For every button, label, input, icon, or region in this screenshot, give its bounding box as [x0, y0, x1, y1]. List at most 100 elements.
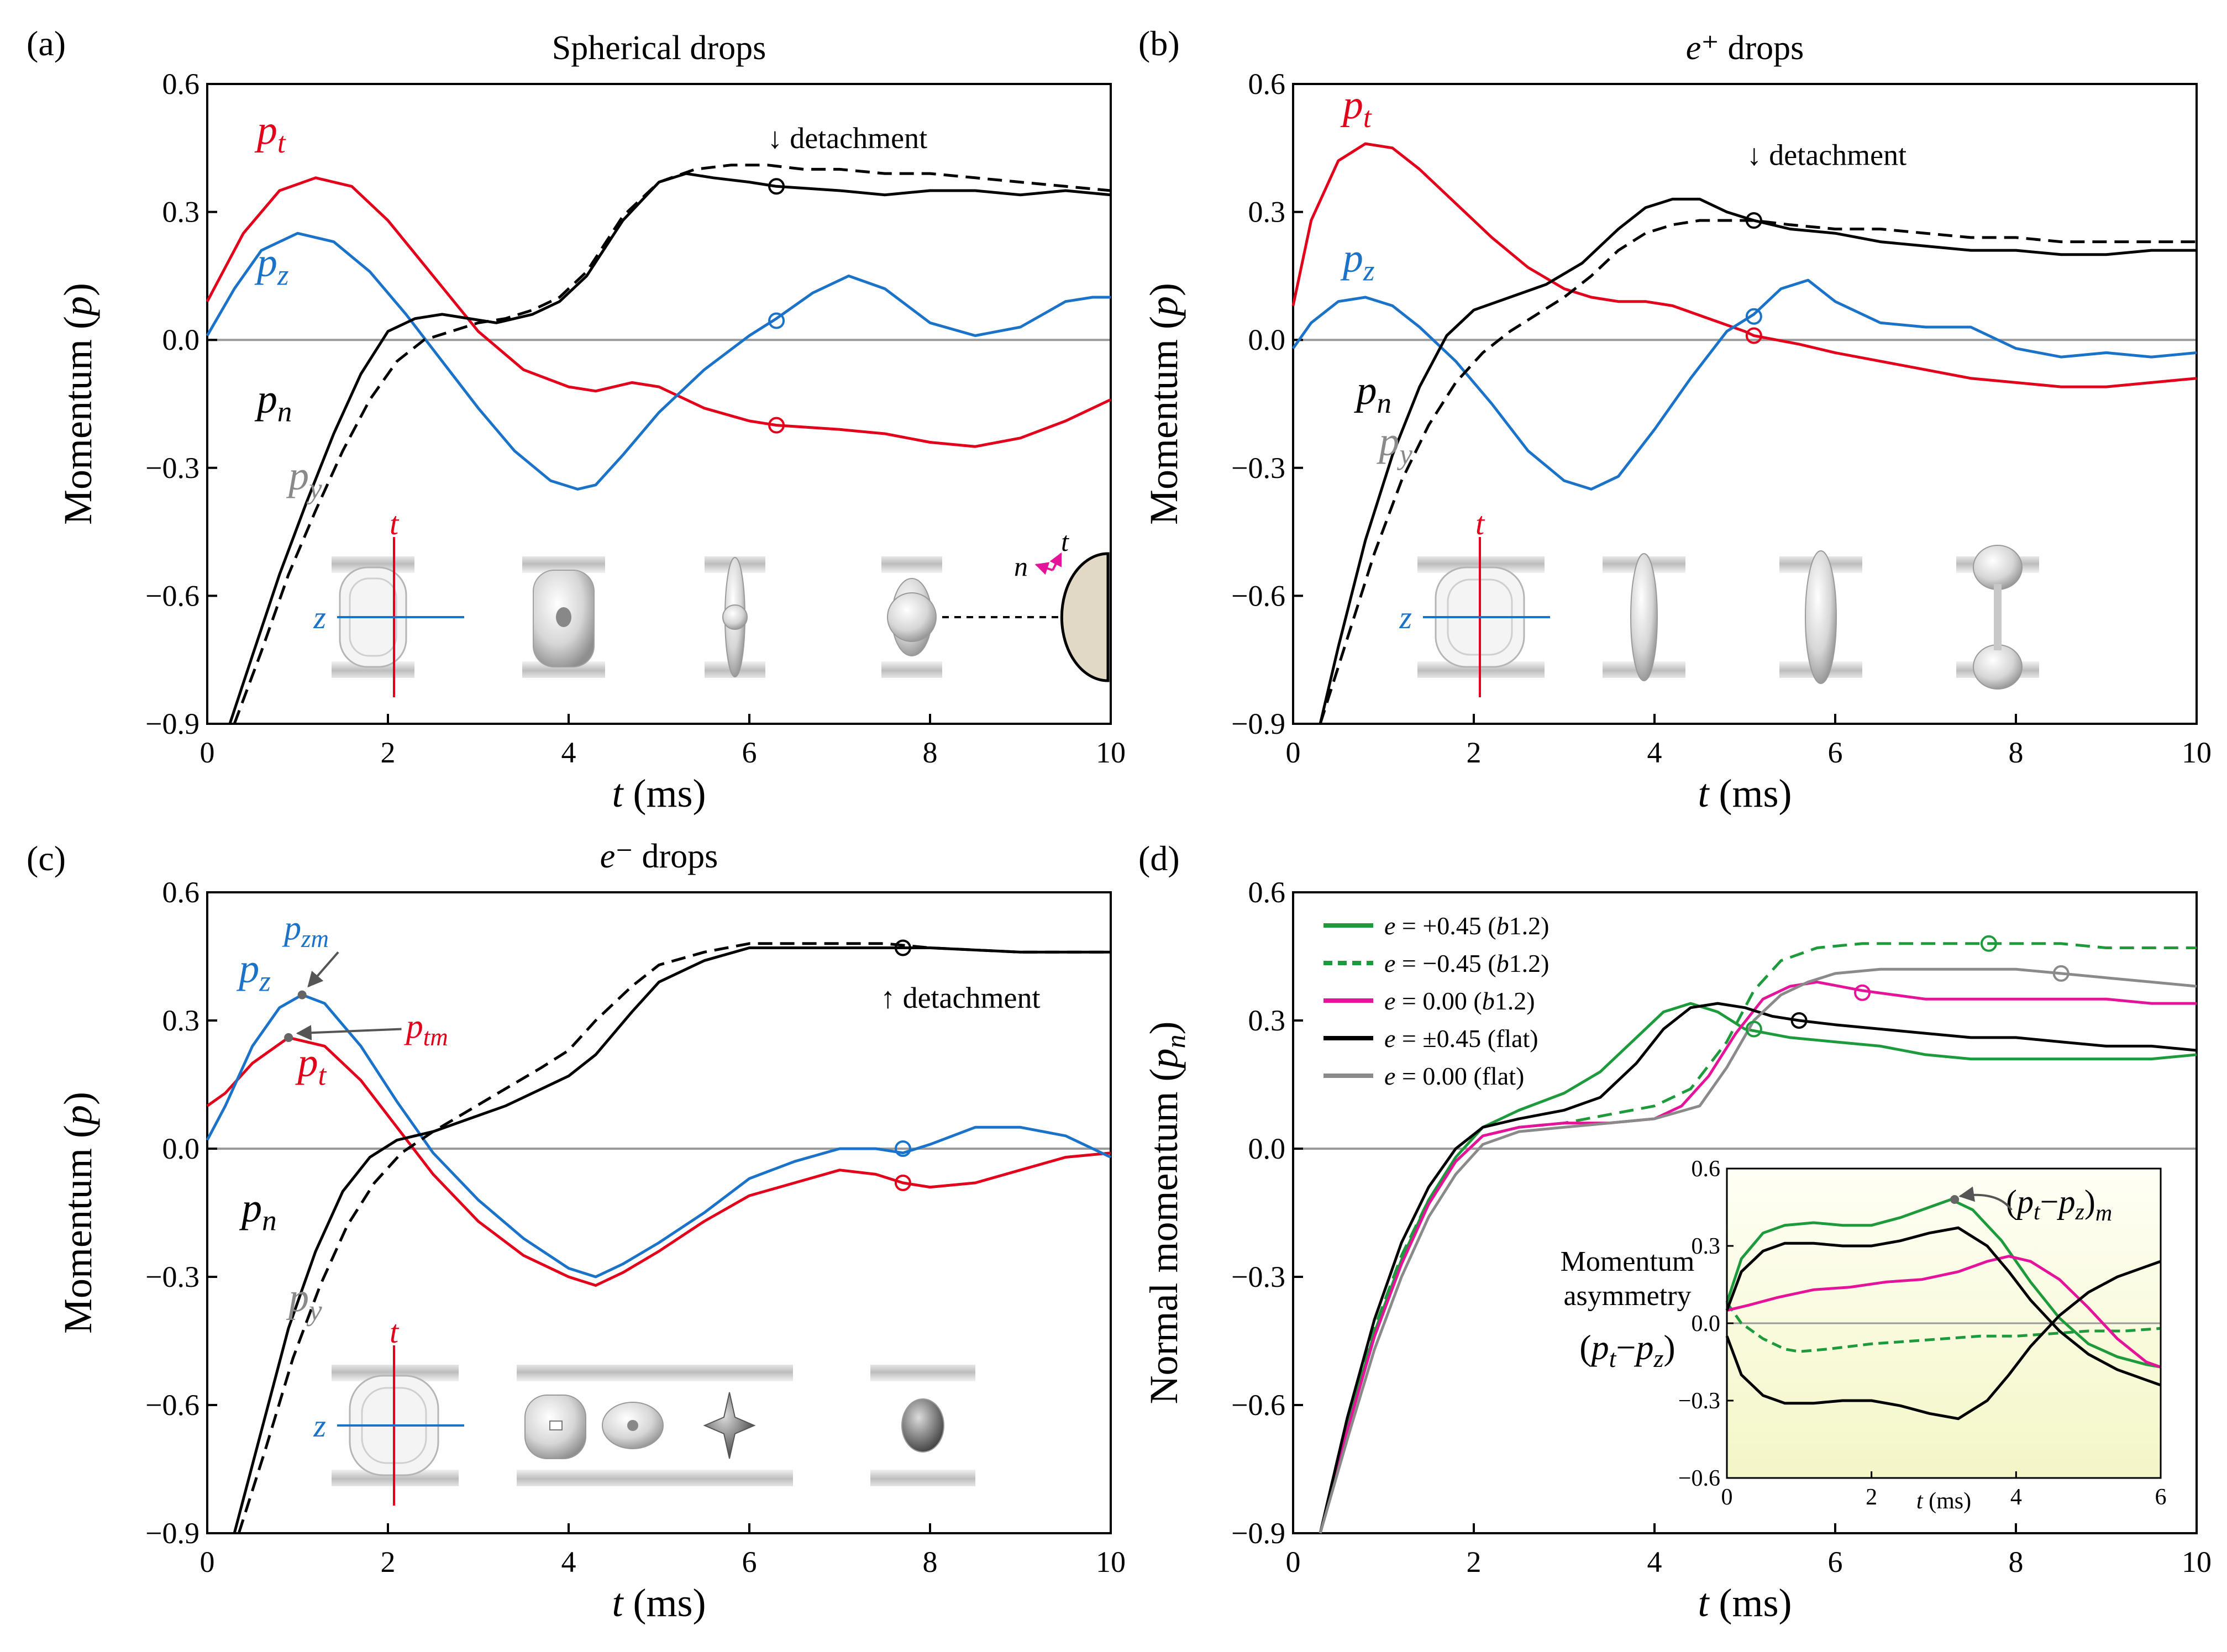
inset-label-n: n: [1014, 551, 1028, 582]
inset-series-line: [1726, 1255, 2161, 1369]
drop-insets: t z n t: [313, 506, 1110, 697]
x-tick-label: 6: [742, 1545, 757, 1579]
y-tick-label: −0.3: [145, 1260, 199, 1293]
detachment-marker: [894, 939, 911, 956]
drop-shape: [1805, 550, 1837, 684]
inset-label-z: z: [1399, 599, 1412, 635]
x-tick-label: 8: [2009, 736, 2024, 769]
surface-cap: [1060, 552, 1110, 682]
curve-label-py: py: [286, 453, 322, 504]
panel-label: (c): [27, 839, 66, 878]
inset-x-tick-label: 2: [1866, 1485, 1877, 1510]
y-tick-label: 0.0: [162, 1132, 200, 1165]
drop-shape: [901, 1398, 944, 1453]
curve-label-pt: pt: [295, 1040, 327, 1092]
panel-d: (d) 0 2 4 6 8 10 0.6 0.3 0.0 −0.3 −0.6 −0.9 t (ms) Nor…: [1138, 839, 2212, 1625]
panel-c: (c) e⁻ drops 0 2 4 6 8 10 0.6 0.3 0.0 −0.3 −0.6 −0.9 t…: [27, 838, 1126, 1625]
x-tick-label: 0: [1286, 1545, 1301, 1579]
x-tick-label: 10: [1096, 1545, 1126, 1579]
detachment-marker: [894, 1174, 911, 1191]
detachment-marker: [894, 1140, 911, 1157]
x-tick-label: 2: [381, 736, 396, 769]
series-line-p-n: [233, 946, 1111, 1534]
x-tick-label: 4: [561, 1545, 576, 1579]
curve-label-pn: pn: [254, 376, 292, 428]
inset-label-t2: t: [1061, 526, 1069, 557]
panel-a: (a) Spherical drops 0 2 4 6 8 10 0.6 0.3 0.0 −0.3 −0…: [27, 24, 1126, 816]
x-tick-label: 0: [1286, 736, 1301, 769]
detachment-marker: [1745, 1020, 1762, 1038]
peak-point-marker: [284, 1033, 293, 1042]
y-tick-label: 0.0: [1248, 323, 1286, 356]
detachment-marker: [768, 178, 785, 195]
chart-title: e⁺ drops: [1686, 29, 1804, 67]
legend: e = +0.45 (b1.2) e = −0.45 (b1.2) e = 0.00…: [1323, 912, 1549, 1090]
series-line-p-y: [1319, 219, 2197, 724]
drop-insets: tz: [313, 1314, 975, 1506]
curve-label-pt: pt: [1340, 82, 1372, 134]
panel-label: (a): [27, 24, 66, 63]
detachment-annotation: ↓ detachment: [1747, 139, 1906, 172]
x-axis-label: t (ms): [1698, 771, 1792, 816]
drop-top-lobe: [1973, 545, 2023, 590]
curve-label-pz: pz: [1340, 236, 1375, 287]
series-line-e-0-00-flat-: [1319, 967, 2197, 1534]
inset-series-line: [1725, 1260, 2161, 1420]
y-tick-label: −0.6: [145, 579, 199, 612]
y-tick-label: 0.3: [1248, 1004, 1286, 1037]
x-tick-label: 6: [1828, 736, 1843, 769]
plot-frame: [206, 83, 1112, 725]
detachment-marker: [1745, 308, 1762, 325]
curve-label-pz: pz: [236, 946, 271, 997]
drop-hole: [627, 1420, 638, 1431]
x-tick-label: 2: [1467, 1545, 1482, 1579]
x-tick-label: 4: [1647, 736, 1662, 769]
y-tick-label: −0.6: [1231, 579, 1285, 612]
plot-frame: [1292, 891, 2198, 1534]
inset-ylabel-line: asymmetry: [1563, 1280, 1691, 1312]
series-group: [1319, 942, 2197, 1534]
drop-insets: tz: [1399, 506, 2039, 697]
legend-label: e = 0.00 (flat): [1384, 1062, 1524, 1090]
series-line-e-0-45-b1-2-: [1319, 942, 2197, 1534]
detachment-marker: [768, 417, 785, 434]
drop-bulge: [887, 592, 937, 642]
x-tick-label: 8: [923, 1545, 938, 1579]
curve-label-pt: pt: [254, 108, 286, 159]
drop-shape: [1630, 553, 1658, 681]
y-tick-label: 0.6: [1248, 876, 1286, 909]
legend-label: e = −0.45 (b1.2): [1384, 949, 1549, 977]
inset-series-line: [1725, 1198, 2161, 1369]
curve-label-py: py: [1376, 419, 1412, 471]
inset-y-tick-label: −0.6: [1678, 1466, 1720, 1491]
detachment-marker: [1745, 212, 1762, 229]
chart-title: Spherical drops: [552, 29, 766, 67]
inset-y-tick-label: 0.3: [1692, 1234, 1721, 1259]
drop-neck: [1994, 584, 2002, 650]
detachment-marker: [1980, 935, 1997, 952]
plot-frame: [1292, 83, 2198, 725]
detachment-annotation: ↓ detachment: [768, 122, 927, 155]
x-tick-label: 4: [1647, 1545, 1662, 1579]
series-line-e-0-00-b1-2-: [1319, 980, 2197, 1534]
inset-x-tick-label: 0: [1721, 1485, 1733, 1510]
legend-label: e = +0.45 (b1.2): [1384, 912, 1549, 940]
drop-hole: [556, 607, 571, 627]
inset-x-tick-label: 6: [2155, 1485, 2167, 1510]
y-tick-label: −0.3: [145, 451, 199, 485]
peak-point-marker: [297, 990, 307, 999]
normal-arrow: [1034, 562, 1053, 575]
y-tick-label: 0.6: [162, 67, 200, 101]
pzm-arrow: [307, 951, 339, 988]
x-tick-label: 8: [2009, 1545, 2024, 1579]
panel-label: (b): [1138, 24, 1180, 63]
detachment-marker: [1854, 984, 1871, 1001]
inset-y-tick-label: 0.0: [1692, 1311, 1721, 1337]
x-tick-label: 10: [1096, 736, 1126, 769]
series-line-p-t: [206, 176, 1112, 448]
legend-label: e = 0.00 (b1.2): [1384, 987, 1535, 1015]
top-plate: [870, 1365, 975, 1381]
curve-label-pn: pn: [1353, 368, 1391, 419]
x-tick-label: 2: [381, 1545, 396, 1579]
x-tick-label: 6: [1828, 1545, 1843, 1579]
